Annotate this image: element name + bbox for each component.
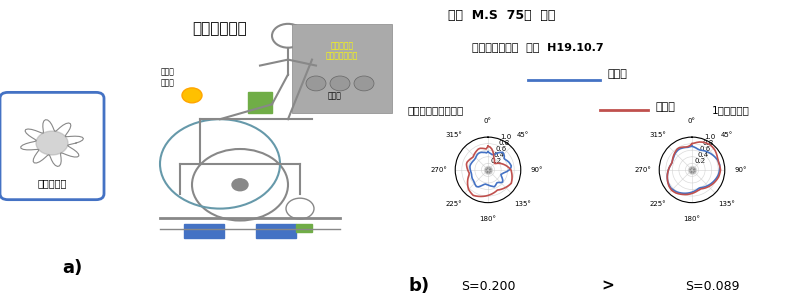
Text: 右下肢: 右下肢 xyxy=(608,69,628,80)
Text: S=0.200: S=0.200 xyxy=(461,280,515,293)
Text: 1週間使用後: 1週間使用後 xyxy=(712,105,750,115)
Text: b): b) xyxy=(408,277,429,295)
Circle shape xyxy=(330,76,350,91)
Text: 加速度計測: 加速度計測 xyxy=(38,178,66,188)
Text: S=0.089: S=0.089 xyxy=(685,280,739,293)
Text: 症例  M.S  75歳  男性: 症例 M.S 75歳 男性 xyxy=(448,9,555,22)
FancyBboxPatch shape xyxy=(292,24,392,113)
Circle shape xyxy=(354,76,374,91)
Text: 左下肢: 左下肢 xyxy=(656,102,676,112)
Bar xyxy=(296,224,312,232)
Text: 足漕ぎ車椅子: 足漕ぎ車椅子 xyxy=(193,21,247,36)
Circle shape xyxy=(232,179,248,191)
FancyBboxPatch shape xyxy=(0,92,104,200)
Circle shape xyxy=(306,76,326,91)
Text: 発信器: 発信器 xyxy=(328,91,342,100)
Circle shape xyxy=(182,88,202,103)
Bar xyxy=(248,92,272,113)
Text: 脳出血右片麻痺  発症  H19.10.7: 脳出血右片麻痺 発症 H19.10.7 xyxy=(472,42,604,52)
Text: 自転車室内
練習用ローラー: 自転車室内 練習用ローラー xyxy=(326,41,358,60)
Text: 加速度
センサ: 加速度 センサ xyxy=(161,68,175,87)
Bar xyxy=(184,224,224,238)
Bar xyxy=(256,224,296,238)
Text: 足漕ぎ車椅子使用前: 足漕ぎ車椅子使用前 xyxy=(408,105,464,115)
Text: >: > xyxy=(602,279,614,294)
Circle shape xyxy=(36,131,68,155)
Text: a): a) xyxy=(62,259,82,277)
